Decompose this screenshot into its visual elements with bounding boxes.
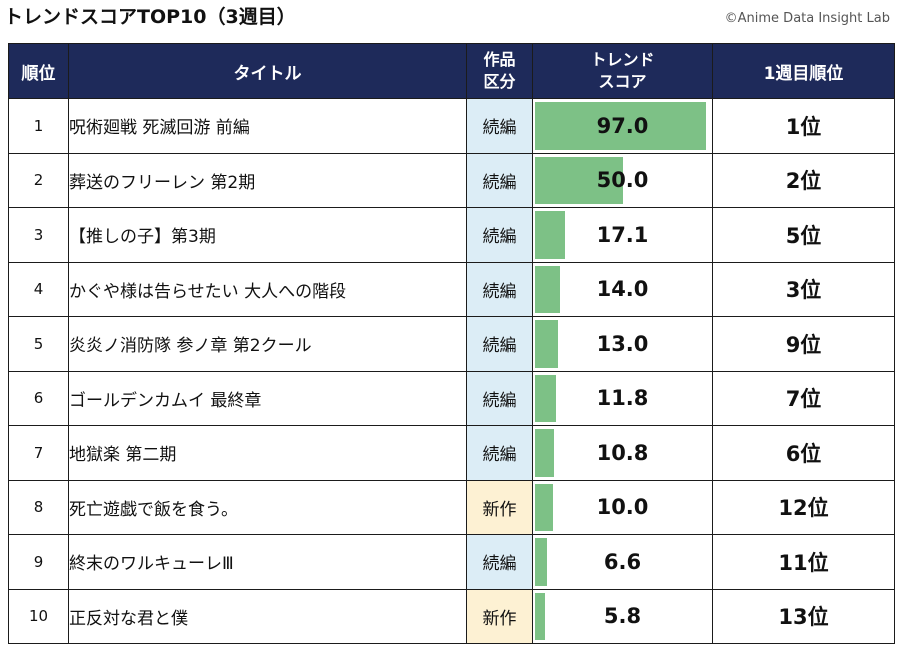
- header-kubun-line2: 区分: [483, 72, 516, 91]
- score-value: 17.1: [596, 222, 649, 247]
- category-cell: 新作: [466, 588, 533, 644]
- category-cell: 続編: [466, 261, 533, 317]
- anime-title: 【推しの子】第3期: [68, 207, 467, 263]
- credit-text: ©Anime Data Insight Lab: [724, 11, 890, 26]
- score-bar: [535, 265, 560, 313]
- page-title: トレンドスコアTOP10（3週目）: [4, 6, 296, 28]
- score-cell: 11.8: [532, 370, 713, 426]
- table-row: 3 【推しの子】第3期 続編 17.1 5位: [8, 207, 895, 263]
- score-cell: 13.0: [532, 316, 713, 372]
- score-cell: 6.6: [532, 534, 713, 590]
- rank-number: 9: [8, 534, 69, 590]
- score-cell: 97.0: [532, 98, 713, 154]
- score-bar: [535, 156, 624, 204]
- score-bar: [535, 320, 558, 368]
- table-body: 1 呪術廻戦 死滅回游 前編 続編 97.0 1位 2 葬送のフリーレン 第2期 続編 50.0…: [8, 98, 895, 644]
- header-rank: 順位: [8, 43, 69, 99]
- table-row: 10 正反対な君と僕 新作 5.8 13位: [8, 588, 895, 644]
- rank-number: 5: [8, 316, 69, 372]
- header-kubun: 作品 区分: [466, 43, 533, 99]
- rank-number: 7: [8, 425, 69, 481]
- table-row: 7 地獄楽 第二期 続編 10.8 6位: [8, 425, 895, 481]
- category-cell: 続編: [466, 152, 533, 208]
- score-cell: 10.8: [532, 425, 713, 481]
- score-bar: [535, 592, 546, 640]
- score-cell: 14.0: [532, 261, 713, 317]
- anime-title: 呪術廻戦 死滅回游 前編: [68, 98, 467, 154]
- week1-rank: 3位: [712, 261, 895, 317]
- rank-number: 2: [8, 152, 69, 208]
- score-cell: 17.1: [532, 207, 713, 263]
- score-bar: [535, 211, 566, 259]
- table-row: 4 かぐや様は告らせたい 大人への階段 続編 14.0 3位: [8, 261, 895, 317]
- category-cell: 新作: [466, 479, 533, 535]
- table-row: 9 終末のワルキューレⅢ 続編 6.6 11位: [8, 534, 895, 590]
- table-row: 6 ゴールデンカムイ 最終章 続編 11.8 7位: [8, 370, 895, 426]
- score-bar: [535, 102, 706, 150]
- score-bar: [535, 538, 547, 586]
- week1-rank: 1位: [712, 98, 895, 154]
- anime-title: かぐや様は告らせたい 大人への階段: [68, 261, 467, 317]
- anime-title: ゴールデンカムイ 最終章: [68, 370, 467, 426]
- ranking-table: 順位 タイトル 作品 区分 トレンド スコア 1週目順位 1 呪術廻戦 死滅回游 …: [8, 43, 895, 644]
- score-value: 5.8: [603, 604, 642, 629]
- week1-rank: 5位: [712, 207, 895, 263]
- header-prev: 1週目順位: [712, 43, 895, 99]
- week1-rank: 6位: [712, 425, 895, 481]
- table-row: 1 呪術廻戦 死滅回游 前編 続編 97.0 1位: [8, 98, 895, 154]
- week1-rank: 11位: [712, 534, 895, 590]
- week1-rank: 7位: [712, 370, 895, 426]
- score-bar: [535, 374, 556, 422]
- rank-number: 10: [8, 588, 69, 644]
- score-cell: 10.0: [532, 479, 713, 535]
- week1-rank: 2位: [712, 152, 895, 208]
- rank-number: 6: [8, 370, 69, 426]
- anime-title: 終末のワルキューレⅢ: [68, 534, 467, 590]
- category-cell: 続編: [466, 316, 533, 372]
- rank-number: 8: [8, 479, 69, 535]
- rank-number: 4: [8, 261, 69, 317]
- category-cell: 続編: [466, 425, 533, 481]
- score-value: 50.0: [596, 168, 649, 193]
- category-cell: 続編: [466, 98, 533, 154]
- header-score-line1: トレンド: [590, 50, 655, 69]
- score-value: 6.6: [603, 549, 642, 574]
- header-kubun-line1: 作品: [483, 50, 516, 69]
- anime-title: 葬送のフリーレン 第2期: [68, 152, 467, 208]
- table-row: 8 死亡遊戯で飯を食う。 新作 10.0 12位: [8, 479, 895, 535]
- score-value: 10.8: [596, 440, 649, 465]
- header-row: 順位 タイトル 作品 区分 トレンド スコア 1週目順位: [8, 43, 895, 99]
- anime-title: 地獄楽 第二期: [68, 425, 467, 481]
- score-cell: 50.0: [532, 152, 713, 208]
- score-value: 11.8: [596, 386, 649, 411]
- category-cell: 続編: [466, 207, 533, 263]
- week1-rank: 9位: [712, 316, 895, 372]
- score-value: 14.0: [596, 277, 649, 302]
- category-cell: 続編: [466, 370, 533, 426]
- week1-rank: 12位: [712, 479, 895, 535]
- score-value: 97.0: [596, 113, 649, 138]
- anime-title: 正反対な君と僕: [68, 588, 467, 644]
- anime-title: 炎炎ノ消防隊 参ノ章 第2クール: [68, 316, 467, 372]
- score-bar: [535, 429, 555, 477]
- table-row: 2 葬送のフリーレン 第2期 続編 50.0 2位: [8, 152, 895, 208]
- header-score: トレンド スコア: [532, 43, 713, 99]
- score-value: 13.0: [596, 331, 649, 356]
- score-bar: [535, 483, 553, 531]
- rank-number: 1: [8, 98, 69, 154]
- anime-title: 死亡遊戯で飯を食う。: [68, 479, 467, 535]
- week1-rank: 13位: [712, 588, 895, 644]
- score-value: 10.0: [596, 495, 649, 520]
- score-cell: 5.8: [532, 588, 713, 644]
- header-score-line2: スコア: [598, 72, 647, 91]
- category-cell: 続編: [466, 534, 533, 590]
- rank-number: 3: [8, 207, 69, 263]
- header-title: タイトル: [68, 43, 467, 99]
- table-row: 5 炎炎ノ消防隊 参ノ章 第2クール 続編 13.0 9位: [8, 316, 895, 372]
